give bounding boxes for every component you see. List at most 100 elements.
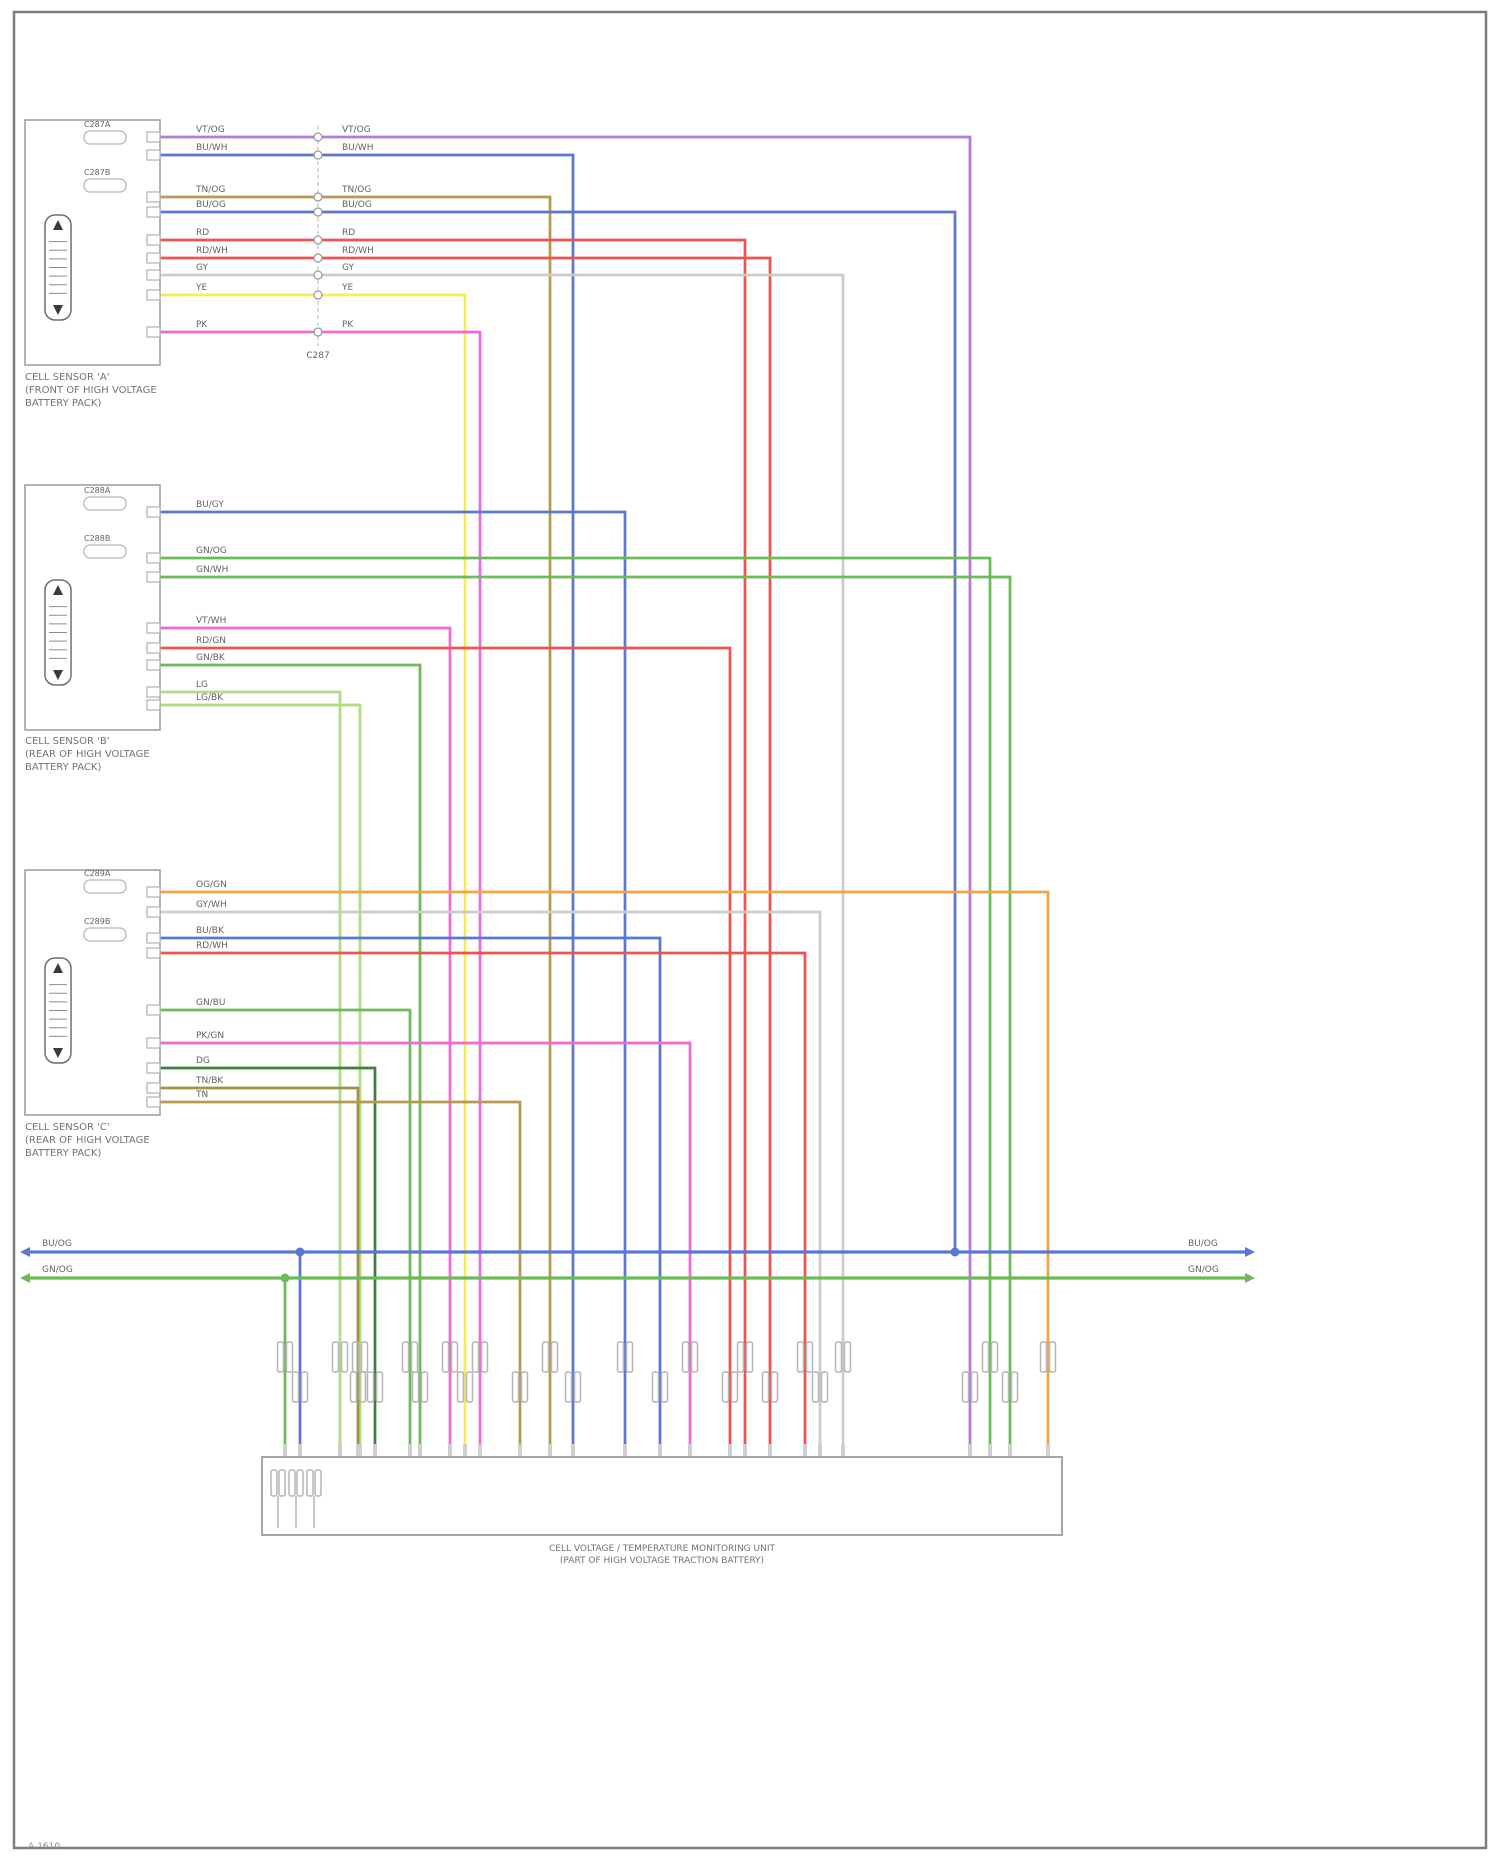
bus-arrow-right — [1245, 1247, 1255, 1257]
connector-arrow-up-icon — [53, 963, 63, 973]
wire-tn-bk — [160, 1086, 360, 1457]
block-pin-tick — [448, 1444, 452, 1457]
block-pin-tick — [803, 1444, 807, 1457]
pin-connector — [730, 1371, 739, 1403]
block-pin-tick — [1046, 1444, 1050, 1457]
wire-rd-wh — [160, 951, 807, 1457]
block-pin-tick — [373, 1444, 377, 1457]
pin-connector — [360, 1341, 369, 1373]
wire-bu-og — [160, 210, 957, 1252]
wire-lg-bk — [160, 703, 362, 1457]
connector-arrow-down-icon — [53, 670, 63, 680]
module-pin — [146, 686, 161, 698]
connector-id-label: C287A — [84, 120, 111, 129]
module-pin — [146, 1062, 161, 1074]
connector-arrow-down-icon — [53, 305, 63, 315]
bottom-block-caption: (PART OF HIGH VOLTAGE TRACTION BATTERY) — [560, 1556, 764, 1566]
module-pin — [146, 699, 161, 711]
module-pin — [146, 932, 161, 944]
wire-label: VT/WH — [196, 616, 226, 626]
wire-label: DG — [196, 1056, 210, 1066]
wire-label-after-connector: RD/WH — [342, 246, 374, 256]
block-pin-tick — [623, 1444, 627, 1457]
pin-connector — [411, 1371, 420, 1403]
wire-label-after-connector: VT/OG — [342, 125, 371, 135]
wire-label: RD/WH — [196, 246, 228, 256]
pin-connector — [961, 1371, 970, 1403]
pin-connector — [296, 1469, 304, 1497]
pin-connector — [314, 1469, 322, 1497]
cell-sensor-b-stub — [83, 496, 127, 511]
block-pin-tick — [818, 1444, 822, 1457]
module-pin — [146, 131, 161, 143]
pin-connector — [285, 1341, 294, 1373]
cell-sensor-a-stub — [83, 130, 127, 145]
pin-connector — [351, 1341, 360, 1373]
wire-label: GN/WH — [196, 565, 228, 575]
block-pin-tick — [841, 1444, 845, 1457]
connector-arrow-up-icon — [53, 220, 63, 230]
pin-connector — [520, 1371, 529, 1403]
pin-connector — [1048, 1341, 1057, 1373]
pin-connector — [573, 1371, 582, 1403]
cell-sensor-c-caption: CELL SENSOR 'C' — [25, 1122, 110, 1133]
pin-connector — [761, 1371, 770, 1403]
connector-id-label: C288B — [84, 534, 110, 543]
wire-label: GN/BK — [196, 653, 226, 663]
wire-label: RD — [196, 228, 209, 238]
module-pin — [146, 269, 161, 281]
wire-label: TN/OG — [195, 185, 225, 195]
wire-label: GY — [196, 263, 209, 273]
block-pin-tick — [358, 1444, 362, 1457]
pin-connector — [770, 1371, 779, 1403]
module-pin — [146, 552, 161, 564]
pin-connector — [420, 1371, 429, 1403]
wire-bu-gy — [160, 510, 627, 1457]
wire-gn-bu — [160, 1008, 412, 1457]
pin-connector — [690, 1341, 699, 1373]
bus-arrow-left — [20, 1247, 30, 1257]
wire-label: PK — [196, 320, 208, 330]
cell-sensor-b-stub — [83, 544, 127, 559]
wire-bu-bk — [160, 936, 662, 1457]
wire-label: BU/OG — [196, 200, 226, 210]
splice-dot — [295, 1247, 305, 1257]
block-pin-tick — [283, 1444, 287, 1457]
wire-pk — [160, 330, 482, 1457]
block-pin-tick — [988, 1444, 992, 1457]
inline-connector-pin — [313, 192, 323, 202]
bus-label-right: BU/OG — [1188, 1239, 1218, 1249]
inline-connector-pin — [313, 235, 323, 245]
module-pin — [146, 506, 161, 518]
module-pin — [146, 906, 161, 918]
pin-connector — [288, 1469, 296, 1497]
wire-label: PK/GN — [196, 1031, 224, 1041]
wire-tn-og — [160, 195, 552, 1457]
pin-connector — [981, 1341, 990, 1373]
module-pin — [146, 252, 161, 264]
wire-label: VT/OG — [196, 125, 225, 135]
wire-og-gn — [160, 890, 1050, 1457]
battery-monitoring-unit-box — [261, 1456, 1063, 1536]
wire-label: GY/WH — [196, 900, 227, 910]
cell-sensor-a-stub — [83, 178, 127, 193]
cell-sensor-c-caption: BATTERY PACK) — [25, 1148, 101, 1159]
pin-connector — [541, 1341, 550, 1373]
block-pin-tick — [478, 1444, 482, 1457]
wire-gn-bk — [160, 663, 422, 1457]
pin-connector — [625, 1341, 634, 1373]
module-pin — [146, 1004, 161, 1016]
pin-connector — [820, 1371, 829, 1403]
cell-sensor-b-caption: BATTERY PACK) — [25, 762, 101, 773]
pin-connector — [375, 1371, 384, 1403]
pin-connector — [745, 1341, 754, 1373]
block-pin-tick — [408, 1444, 412, 1457]
pin-connector — [805, 1341, 814, 1373]
pin-connector — [970, 1371, 979, 1403]
inline-connector-pin — [313, 150, 323, 160]
bus-arrow-right — [1245, 1273, 1255, 1283]
module-pin — [146, 234, 161, 246]
module-pin — [146, 886, 161, 898]
bottom-block-caption: CELL VOLTAGE / TEMPERATURE MONITORING UN… — [549, 1544, 775, 1554]
